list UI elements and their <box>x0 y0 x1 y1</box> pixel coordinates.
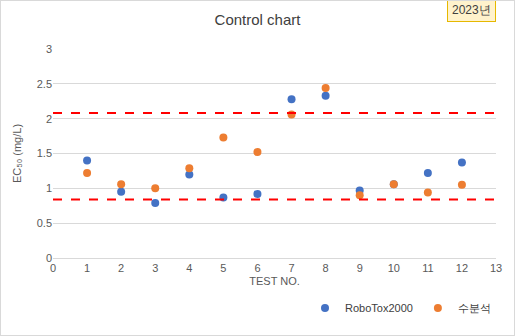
svg-text:2: 2 <box>46 113 52 125</box>
svg-text:2.5: 2.5 <box>37 78 52 90</box>
svg-text:10: 10 <box>388 262 400 274</box>
svg-text:0: 0 <box>46 252 52 264</box>
svg-text:1.5: 1.5 <box>37 147 52 159</box>
svg-text:3: 3 <box>46 43 52 55</box>
svg-text:9: 9 <box>357 262 363 274</box>
svg-text:수분석: 수분석 <box>458 302 491 314</box>
svg-text:0.5: 0.5 <box>37 217 52 229</box>
svg-text:1: 1 <box>46 182 52 194</box>
svg-text:11: 11 <box>422 262 433 274</box>
svg-text:3: 3 <box>152 262 158 274</box>
svg-text:6: 6 <box>254 262 260 274</box>
svg-text:1: 1 <box>84 262 90 274</box>
svg-text:13: 13 <box>490 262 502 274</box>
svg-text:8: 8 <box>323 262 329 274</box>
svg-text:2: 2 <box>118 262 124 274</box>
svg-text:2023년: 2023년 <box>452 3 491 17</box>
svg-text:0: 0 <box>50 262 56 274</box>
svg-text:7: 7 <box>288 262 294 274</box>
svg-text:TEST NO.: TEST NO. <box>249 275 300 287</box>
svg-text:12: 12 <box>456 262 468 274</box>
svg-text:5: 5 <box>220 262 226 274</box>
svg-text:Control chart: Control chart <box>215 11 302 28</box>
svg-text:EC₅₀ (mg/L): EC₅₀ (mg/L) <box>11 124 23 183</box>
svg-text:4: 4 <box>186 262 192 274</box>
svg-text:RoboTox2000: RoboTox2000 <box>345 302 413 314</box>
